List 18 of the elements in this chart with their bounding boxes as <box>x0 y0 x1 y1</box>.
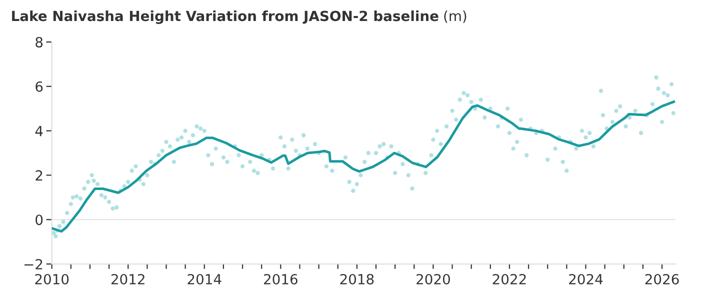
y-tick-label: −2 <box>24 258 42 270</box>
line-series <box>52 100 676 233</box>
y-tick-label: 0 <box>36 214 43 226</box>
chart-title: Lake Naivasha Height Variation from JASON-2 baseline <box>12 10 438 24</box>
x-tick-label: 2010 <box>35 274 69 284</box>
x-tick-label: 2024 <box>569 274 603 284</box>
y-tick-label: 8 <box>36 36 43 48</box>
y-tick-label: 2 <box>36 170 42 180</box>
x-tick-label: 2020 <box>416 274 450 284</box>
x-tick-label: 2022 <box>492 274 526 284</box>
x-tick-label: 2014 <box>188 274 222 284</box>
y-tick-label: 6 <box>36 81 43 92</box>
x-tick-label: 2026 <box>645 274 679 284</box>
x-tick-label: 2016 <box>264 274 298 284</box>
x-tick-label: 2018 <box>340 274 374 284</box>
x-tick-label: 2012 <box>111 274 144 284</box>
y-tick-label: 4 <box>35 126 43 136</box>
y-axis-title: (m) <box>444 10 466 23</box>
